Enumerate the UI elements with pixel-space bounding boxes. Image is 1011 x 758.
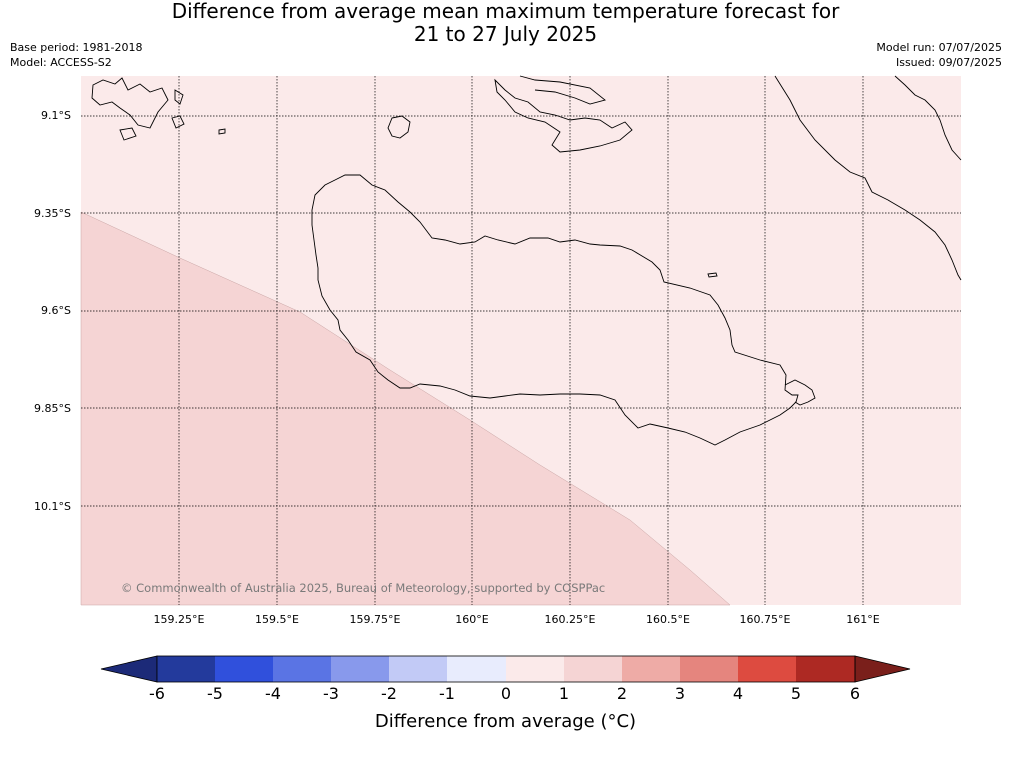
colorbar-band — [738, 656, 796, 682]
lon-label: 159.75°E — [349, 613, 401, 626]
malaita-north-coastline — [894, 75, 962, 161]
russell-islet-2 — [171, 115, 185, 129]
russell-islet-1 — [174, 89, 184, 105]
colorbar-band — [215, 656, 273, 682]
lon-label: 159.5°E — [255, 613, 299, 626]
colorbar-band — [680, 656, 738, 682]
meta-right: Model run: 07/07/2025 Issued: 09/07/2025 — [876, 40, 1002, 70]
colorbar-tick: 4 — [732, 684, 744, 703]
graticule — [81, 76, 961, 605]
colorbar-band — [796, 656, 855, 682]
colorbar-tick: 6 — [849, 684, 861, 703]
lon-label: 160.5°E — [646, 613, 690, 626]
colorbar-tick: 0 — [500, 684, 512, 703]
florida-islands-coastline — [494, 78, 633, 153]
lon-label: 160.75°E — [739, 613, 791, 626]
copyright-notice: © Commonwealth of Australia 2025, Bureau… — [121, 581, 606, 595]
lat-label: 10.1°S — [34, 500, 71, 513]
lon-label: 160.25°E — [544, 613, 596, 626]
colorbar-band — [622, 656, 680, 682]
malaita-coastline — [774, 75, 962, 281]
lat-label: 9.1°S — [41, 109, 71, 122]
guadalcanal-coastline — [311, 174, 799, 446]
colorbar-tick: -2 — [381, 684, 397, 703]
model-name: Model: ACCESS-S2 — [10, 56, 112, 69]
colorbar-tick: 3 — [674, 684, 686, 703]
russell-islands-coastline — [91, 77, 169, 129]
colorbar-band — [564, 656, 622, 682]
colorbar-tick: -6 — [149, 684, 165, 703]
colorbar-label: Difference from average (°C) — [374, 711, 637, 732]
russell-islet-3 — [119, 127, 137, 141]
islet-coastline — [707, 272, 718, 278]
title-line-2: 21 to 27 July 2025 — [413, 22, 598, 46]
colorbar-band — [157, 656, 215, 682]
issued-date: Issued: 09/07/2025 — [895, 56, 1002, 69]
lon-label: 161°E — [846, 613, 880, 626]
anomaly-region-1-2 — [80, 211, 731, 606]
lon-label: 159.25°E — [153, 613, 205, 626]
colorbar-tick: 2 — [616, 684, 628, 703]
meta-left: Base period: 1981-2018 Model: ACCESS-S2 — [10, 40, 142, 70]
guadalcanal-east-tip — [784, 379, 816, 406]
colorbar-band — [506, 656, 564, 682]
colorbar-tick: 1 — [558, 684, 570, 703]
lon-label: 160°E — [455, 613, 489, 626]
colorbar — [100, 655, 911, 683]
colorbar-band — [389, 656, 447, 682]
colorbar-tick: -4 — [265, 684, 281, 703]
coastlines — [91, 75, 962, 446]
savo-coastline — [387, 115, 411, 139]
colorbar-band — [331, 656, 389, 682]
colorbar-band — [273, 656, 331, 682]
lat-label: 9.85°S — [34, 402, 71, 415]
title-line-1: Difference from average mean maximum tem… — [171, 0, 840, 23]
base-period: Base period: 1981-2018 — [10, 41, 143, 54]
colorbar-under-arrow — [100, 655, 158, 683]
florida-north-coastline — [519, 75, 606, 105]
colorbar-frame — [156, 655, 856, 683]
colorbar-tick: -5 — [207, 684, 223, 703]
chart-title: Difference from average mean maximum tem… — [0, 0, 1011, 46]
lat-label: 9.6°S — [41, 304, 71, 317]
lat-label: 9.35°S — [34, 207, 71, 220]
colorbar-tick: 5 — [790, 684, 802, 703]
colorbar-over-arrow — [854, 655, 911, 683]
colorbar-tick: -1 — [439, 684, 455, 703]
russell-islet-4 — [218, 128, 226, 135]
colorbar-tick: -3 — [323, 684, 339, 703]
model-run: Model run: 07/07/2025 — [876, 41, 1002, 54]
colorbar-band — [447, 656, 506, 682]
